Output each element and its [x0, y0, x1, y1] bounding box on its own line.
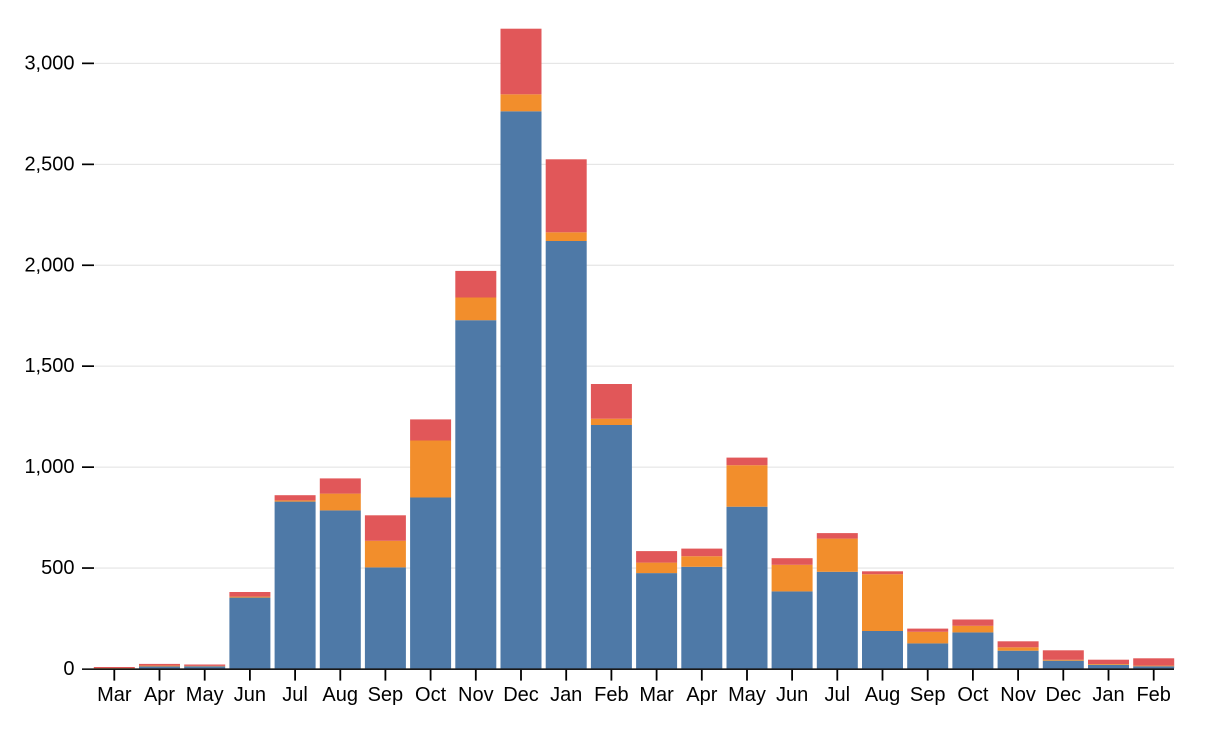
svg-text:Feb: Feb — [594, 684, 628, 706]
svg-text:Oct: Oct — [415, 684, 447, 706]
svg-text:Jun: Jun — [776, 684, 808, 706]
svg-text:Dec: Dec — [503, 684, 539, 706]
svg-text:Aug: Aug — [322, 684, 358, 706]
svg-text:3,000: 3,000 — [24, 52, 74, 74]
svg-text:Jan: Jan — [550, 684, 582, 706]
svg-text:0: 0 — [63, 658, 74, 680]
svg-text:May: May — [186, 684, 224, 706]
svg-text:Jan: Jan — [1092, 684, 1124, 706]
svg-text:Nov: Nov — [1000, 684, 1036, 706]
svg-text:2,000: 2,000 — [24, 254, 74, 276]
svg-text:2,500: 2,500 — [24, 153, 74, 175]
svg-text:Jul: Jul — [825, 684, 851, 706]
svg-text:500: 500 — [41, 557, 74, 579]
svg-text:Apr: Apr — [144, 684, 175, 706]
svg-text:Mar: Mar — [97, 684, 132, 706]
svg-text:Jul: Jul — [282, 684, 308, 706]
svg-text:1,500: 1,500 — [24, 355, 74, 377]
svg-text:May: May — [728, 684, 766, 706]
svg-text:Apr: Apr — [686, 684, 717, 706]
svg-text:Sep: Sep — [910, 684, 946, 706]
svg-text:Oct: Oct — [957, 684, 989, 706]
svg-text:Feb: Feb — [1136, 684, 1170, 706]
svg-text:Mar: Mar — [639, 684, 674, 706]
svg-text:Jun: Jun — [234, 684, 266, 706]
svg-text:1,000: 1,000 — [24, 456, 74, 478]
svg-text:Dec: Dec — [1046, 684, 1082, 706]
svg-text:Nov: Nov — [458, 684, 494, 706]
svg-text:Sep: Sep — [368, 684, 404, 706]
svg-text:Aug: Aug — [865, 684, 901, 706]
